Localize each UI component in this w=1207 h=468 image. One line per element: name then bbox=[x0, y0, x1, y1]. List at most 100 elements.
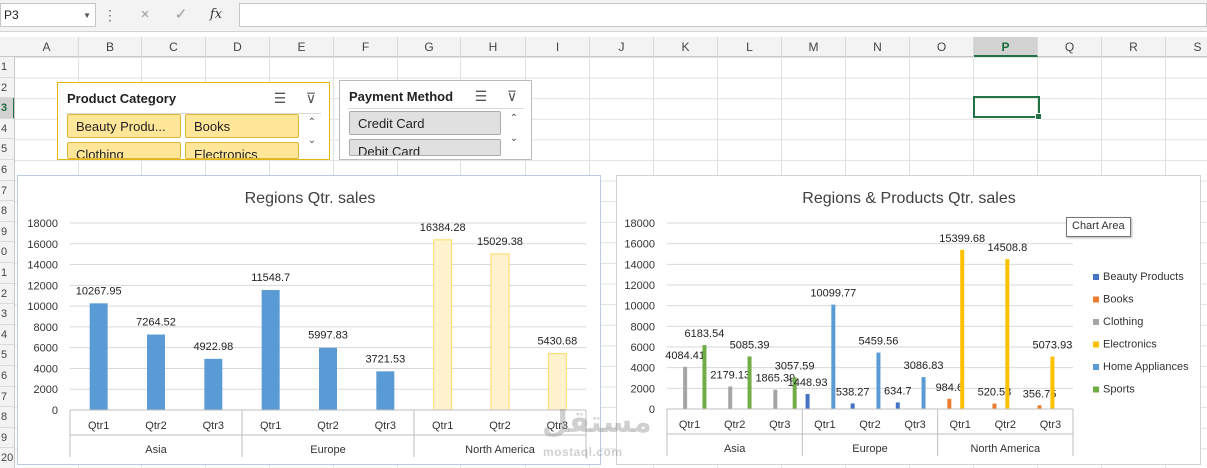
column-header-i[interactable]: I bbox=[526, 37, 590, 57]
data-label: 356.75 bbox=[1023, 388, 1057, 400]
row-header-cell[interactable]: 8 bbox=[0, 407, 14, 428]
row-header-cell[interactable]: 2 bbox=[0, 284, 14, 305]
bar bbox=[433, 239, 453, 411]
slicer-product-category[interactable]: Product Category ☰ ⊽ Beauty Produ... Boo… bbox=[57, 82, 330, 160]
row-header-cell[interactable]: 1 bbox=[0, 263, 14, 284]
multi-select-icon[interactable]: ☰ bbox=[474, 88, 488, 104]
data-label: 3721.53 bbox=[365, 353, 405, 365]
column-header-s[interactable]: S bbox=[1166, 37, 1207, 57]
data-label: 4922.98 bbox=[193, 341, 233, 353]
row-header-cell[interactable]: 7 bbox=[0, 387, 14, 408]
column-header-g[interactable]: G bbox=[398, 37, 461, 57]
slicer-item[interactable]: Books bbox=[185, 114, 299, 138]
group-label: Asia bbox=[724, 443, 746, 455]
scroll-up-icon[interactable]: ⌃ bbox=[509, 113, 519, 124]
column-header-c[interactable]: C bbox=[142, 37, 206, 57]
row-header-cell[interactable]: 3 bbox=[0, 98, 14, 119]
row-header-cell[interactable]: 4 bbox=[0, 325, 14, 346]
bar bbox=[876, 352, 881, 409]
row-header-cell[interactable]: 20 bbox=[0, 448, 14, 468]
data-label: 14508.8 bbox=[987, 242, 1027, 254]
row-header-cell[interactable]: 6 bbox=[0, 366, 14, 387]
bar bbox=[850, 403, 855, 409]
y-tick-label: 10000 bbox=[27, 301, 58, 313]
column-header-f[interactable]: F bbox=[334, 37, 398, 57]
legend-label: Books bbox=[1103, 294, 1134, 306]
slicer-item[interactable]: Clothing bbox=[67, 142, 181, 159]
insert-function-icon[interactable]: fx bbox=[209, 7, 223, 22]
column-header-o[interactable]: O bbox=[910, 37, 974, 57]
chart-regions-qtr-sales[interactable]: Regions Qtr. sales 0 2000 4000 6000 8000 10000… bbox=[17, 175, 601, 465]
bar bbox=[728, 386, 733, 409]
slicer-title: Product Category bbox=[67, 91, 177, 106]
slicer-item[interactable]: Electronics bbox=[185, 142, 299, 159]
bar bbox=[204, 358, 223, 410]
clear-filter-icon[interactable]: ⊽ bbox=[506, 88, 518, 104]
y-tick-label: 10000 bbox=[624, 301, 655, 313]
row-header-cell[interactable]: 4 bbox=[0, 119, 14, 140]
chart-title: Regions & Products Qtr. sales bbox=[802, 190, 1015, 207]
row-header-cell[interactable]: 5 bbox=[0, 345, 14, 366]
column-header-a[interactable]: A bbox=[15, 37, 79, 57]
x-tick-label: Qtr2 bbox=[995, 419, 1016, 431]
data-label: 5459.56 bbox=[859, 336, 899, 348]
y-tick-label: 14000 bbox=[624, 259, 655, 271]
formula-input[interactable] bbox=[239, 3, 1207, 27]
column-header-h[interactable]: H bbox=[461, 37, 526, 57]
x-tick-label: Qtr1 bbox=[88, 420, 109, 432]
scroll-down-icon[interactable]: ⌄ bbox=[307, 135, 317, 146]
row-header-cell[interactable]: 1 bbox=[0, 57, 14, 78]
row-header-cell[interactable]: 7 bbox=[0, 181, 14, 202]
slicer-item[interactable]: Beauty Produ... bbox=[67, 114, 181, 138]
column-header-q[interactable]: Q bbox=[1038, 37, 1102, 57]
slicer-item[interactable]: Credit Card bbox=[349, 111, 501, 135]
scroll-up-icon[interactable]: ⌃ bbox=[307, 117, 317, 128]
column-header-r[interactable]: R bbox=[1102, 37, 1166, 57]
row-header-cell[interactable]: 2 bbox=[0, 78, 14, 99]
data-label: 1865.39 bbox=[755, 373, 795, 385]
legend-swatch bbox=[1093, 319, 1099, 325]
slicer-title: Payment Method bbox=[349, 89, 454, 104]
column-header-p[interactable]: P bbox=[974, 37, 1038, 57]
column-header-j[interactable]: J bbox=[590, 37, 654, 57]
column-header-m[interactable]: M bbox=[782, 37, 846, 57]
scroll-down-icon[interactable]: ⌄ bbox=[509, 133, 519, 144]
y-tick-label: 16000 bbox=[624, 239, 655, 251]
selected-cell[interactable] bbox=[973, 96, 1042, 120]
x-tick-label: Qtr1 bbox=[679, 419, 700, 431]
x-tick-label: Qtr3 bbox=[375, 420, 396, 432]
bar bbox=[319, 347, 337, 410]
column-header-b[interactable]: B bbox=[79, 37, 142, 57]
row-header-cell[interactable]: 9 bbox=[0, 222, 14, 243]
slicer-item[interactable]: Debit Card bbox=[349, 139, 501, 156]
row-header-cell[interactable]: 8 bbox=[0, 201, 14, 222]
y-tick-label: 0 bbox=[52, 405, 58, 417]
bar bbox=[831, 304, 836, 409]
name-box[interactable]: P3 ▼ bbox=[0, 3, 96, 27]
row-header-cell[interactable]: 0 bbox=[0, 242, 14, 263]
column-header-k[interactable]: K bbox=[654, 37, 718, 57]
slicer-payment-method[interactable]: Payment Method ☰ ⊽ Credit Card Debit Car… bbox=[339, 80, 532, 160]
cancel-icon[interactable]: × bbox=[140, 6, 150, 23]
row-header-cell[interactable]: 5 bbox=[0, 139, 14, 160]
column-header-e[interactable]: E bbox=[270, 37, 334, 57]
clear-filter-icon[interactable]: ⊽ bbox=[305, 90, 317, 106]
multi-select-icon[interactable]: ☰ bbox=[273, 90, 287, 106]
column-header-n[interactable]: N bbox=[846, 37, 910, 57]
enter-icon[interactable]: ✓ bbox=[174, 6, 188, 23]
data-label: 5430.68 bbox=[537, 336, 577, 348]
row-header-cell[interactable]: 9 bbox=[0, 428, 14, 449]
data-label: 16384.28 bbox=[420, 222, 466, 234]
name-box-dropdown-icon[interactable]: ▼ bbox=[83, 11, 91, 20]
column-header-l[interactable]: L bbox=[718, 37, 782, 57]
row-header-cell[interactable]: 3 bbox=[0, 304, 14, 325]
column-header-d[interactable]: D bbox=[206, 37, 270, 57]
bar bbox=[376, 371, 395, 410]
bar bbox=[547, 353, 567, 411]
bar bbox=[702, 345, 707, 409]
data-label: 11548.7 bbox=[251, 272, 290, 284]
more-options-icon[interactable]: ⋮ bbox=[103, 7, 117, 23]
data-label: 3057.59 bbox=[775, 360, 815, 372]
y-tick-label: 2000 bbox=[34, 384, 58, 396]
row-header-cell[interactable]: 6 bbox=[0, 160, 14, 181]
